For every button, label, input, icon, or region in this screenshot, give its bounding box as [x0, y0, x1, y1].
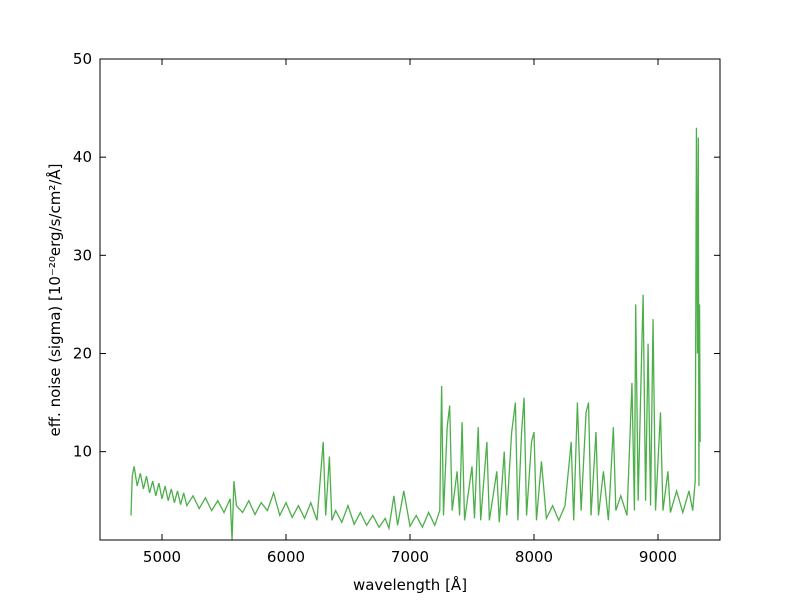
x-tick-label: 6000: [267, 548, 305, 566]
line-series: [130, 127, 701, 541]
y-tick-label: 10: [73, 443, 92, 461]
x-tick-label: 9000: [639, 548, 677, 566]
x-axis-label: wavelength [Å]: [353, 575, 467, 594]
y-tick-label: 40: [73, 148, 92, 166]
y-tick-label: 20: [73, 344, 92, 362]
x-tick-label: 5000: [143, 548, 181, 566]
y-tick-label: 30: [73, 246, 92, 264]
y-tick-label: 50: [73, 50, 92, 68]
plot-frame: [99, 58, 721, 541]
x-tick-label: 7000: [391, 548, 429, 566]
x-tick-label: 8000: [515, 548, 553, 566]
y-axis-label: eff. noise (sigma) [10⁻²⁰erg/s/cm²/Å]: [45, 163, 64, 436]
